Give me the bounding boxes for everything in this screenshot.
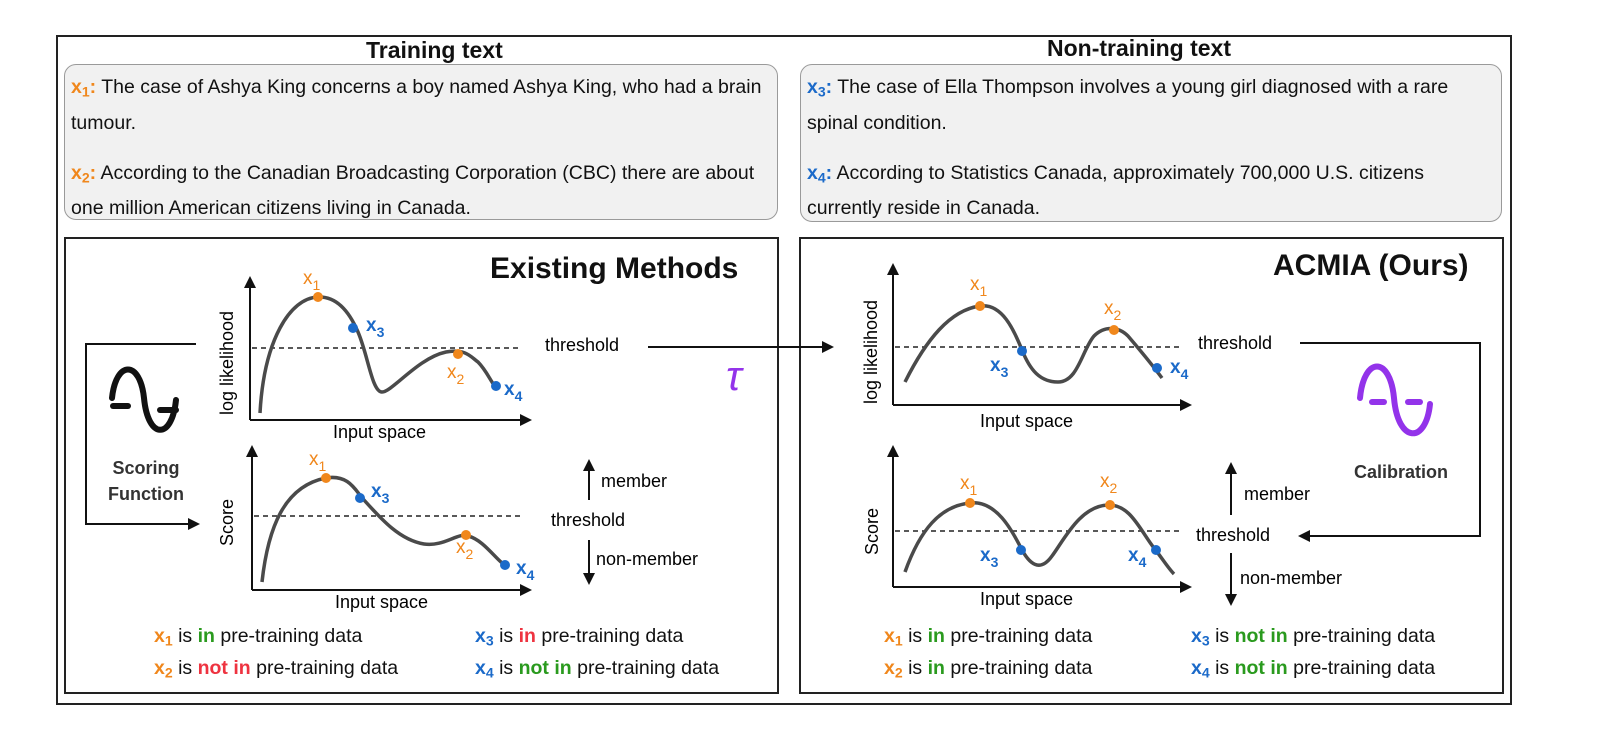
point-x3	[348, 323, 358, 333]
point-label-x4: x4	[1170, 357, 1189, 382]
non-training-text-x4: x4: According to Statistics Canada, appr…	[807, 161, 1424, 220]
point-label-x1: x1	[303, 268, 321, 293]
right-bottom-ylabel: Score	[862, 508, 882, 555]
point-x1	[965, 498, 975, 508]
point-label-x1: x1	[309, 449, 327, 474]
point-label-x1: x1	[970, 274, 988, 299]
non-training-text-x3: x3: The case of Ella Thompson involves a…	[807, 76, 1449, 134]
training-text-box: x1: The case of Ashya King concerns a bo…	[64, 64, 778, 220]
existing-methods-title: Existing Methods	[490, 252, 739, 285]
point-label-x2: x2	[1104, 298, 1122, 323]
right-top-ylabel: log likelihood	[861, 300, 881, 404]
point-label-x3: x3	[990, 355, 1009, 380]
left-top-threshold-label: threshold	[545, 335, 619, 355]
scoring-flow-arrow	[85, 343, 200, 530]
left-legend-x2: x2 is not in pre-training data	[154, 657, 399, 681]
right-member-label: member	[1244, 484, 1310, 504]
point-label-x2: x2	[447, 362, 465, 387]
point-label-x4: x4	[1128, 545, 1147, 570]
scoring-function-label: Scoring Function	[108, 458, 184, 504]
non-training-text-box: x3: The case of Ella Thompson involves a…	[800, 64, 1502, 222]
calibration-label: Calibration	[1354, 462, 1448, 482]
point-x3	[1017, 346, 1027, 356]
left-legend-x1: x1 is in pre-training data	[154, 625, 363, 649]
point-label-x3: x3	[980, 545, 999, 570]
right-legend-x3: x3 is not in pre-training data	[1191, 625, 1436, 649]
left-member-label: member	[601, 471, 667, 491]
point-label-x3: x3	[371, 481, 390, 506]
point-x3	[1016, 545, 1026, 555]
left-legend-x3: x3 is in pre-training data	[475, 625, 684, 649]
left-top-chart: x1 x3 x2 x4 log likelihood Input space	[217, 268, 532, 442]
point-x4	[491, 381, 501, 391]
label-x3: x3:	[807, 76, 833, 100]
existing-methods-panel	[64, 237, 779, 694]
point-x4	[1152, 363, 1162, 373]
point-x4	[500, 560, 510, 570]
point-label-x4: x4	[516, 558, 535, 583]
wave-icon	[109, 366, 179, 433]
left-bottom-xlabel: Input space	[335, 592, 428, 612]
right-bottom-xlabel: Input space	[980, 589, 1073, 609]
acmia-title: ACMIA (Ours)	[1273, 249, 1469, 282]
point-x3	[355, 493, 365, 503]
point-x2	[461, 530, 471, 540]
left-legend-x4: x4 is not in pre-training data	[475, 657, 720, 681]
training-text-x1: x1: The case of Ashya King concerns a bo…	[71, 76, 762, 134]
point-x1	[321, 473, 331, 483]
left-top-xlabel: Input space	[333, 422, 426, 442]
point-x2	[1105, 500, 1115, 510]
point-x2	[453, 349, 463, 359]
right-bottom-threshold-label: threshold	[1196, 525, 1270, 545]
right-non-member-label: non-member	[1240, 568, 1342, 588]
calibration-flow-arrow	[1298, 342, 1481, 542]
acmia-panel	[799, 237, 1504, 694]
right-top-curve	[903, 304, 1164, 384]
point-x2	[1109, 325, 1119, 335]
right-top-xlabel: Input space	[980, 411, 1073, 431]
training-text-x2: x2: According to the Canadian Broadcasti…	[71, 161, 755, 220]
left-bottom-threshold-label: threshold	[551, 510, 625, 530]
label-x2: x2:	[71, 161, 97, 186]
point-label-x2: x2	[456, 537, 474, 562]
left-non-member-label: non-member	[596, 549, 698, 569]
right-legend-x2: x2 is in pre-training data	[884, 657, 1093, 681]
label-x1: x1:	[71, 76, 97, 100]
right-bottom-curve	[903, 501, 1176, 576]
point-label-x3: x3	[366, 315, 385, 340]
left-top-ylabel: log likelihood	[217, 311, 237, 415]
left-bottom-ylabel: Score	[217, 499, 237, 546]
tau-symbol: τ	[726, 352, 744, 399]
right-top-threshold-label: threshold	[1198, 333, 1272, 353]
figure-frame	[56, 35, 1512, 705]
point-x1	[975, 301, 985, 311]
label-x4: x4:	[807, 161, 833, 186]
right-bottom-chart: x1 x3 x2 x4 Score Input space	[862, 445, 1192, 609]
training-heading: Training text	[366, 37, 503, 63]
point-x1	[313, 292, 323, 302]
point-label-x1: x1	[960, 473, 978, 498]
wave-icon-purple	[1357, 363, 1433, 437]
left-top-curve	[258, 295, 498, 414]
point-label-x4: x4	[504, 379, 523, 404]
right-top-chart: x1 x3 x2 x4 log likelihood Input space	[861, 263, 1192, 431]
point-label-x2: x2	[1100, 471, 1118, 496]
right-legend-x1: x1 is in pre-training data	[884, 625, 1093, 649]
right-legend-x4: x4 is not in pre-training data	[1191, 657, 1436, 681]
left-bottom-chart: x1 x3 x2 x4 Score Input space	[217, 445, 535, 612]
non-training-heading: Non-training text	[1047, 35, 1231, 61]
point-x4	[1151, 545, 1161, 555]
